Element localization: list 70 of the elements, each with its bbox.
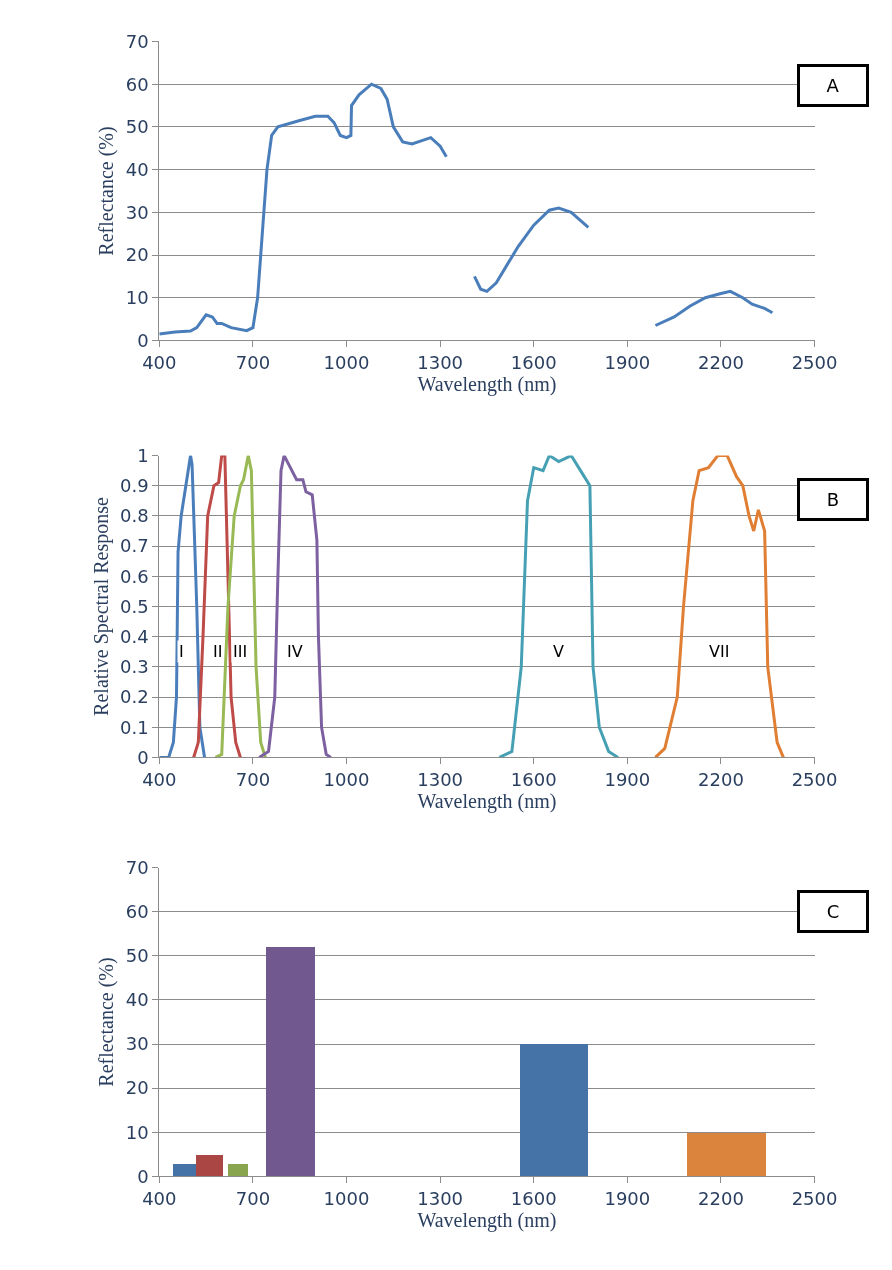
x-tick-label: 2500 — [791, 1188, 838, 1210]
y-tick-label: 0.1 — [120, 716, 149, 738]
x-tick-label: 700 — [235, 769, 271, 791]
line-series — [257, 455, 333, 758]
x-tick-label: 700 — [235, 352, 271, 374]
text: C — [826, 901, 840, 922]
x-axis-title: Wavelength (nm) — [417, 790, 557, 814]
x-tick-label: 2500 — [791, 352, 838, 374]
x-tick-label: 400 — [142, 769, 177, 791]
x-tick-label: 1900 — [604, 1188, 651, 1210]
y-tick-label: 0.2 — [120, 686, 149, 708]
y-tick-label: 0.7 — [120, 535, 149, 557]
x-tick-label: 1300 — [417, 1188, 464, 1210]
x-axis-title: Wavelength (nm) — [417, 1209, 557, 1233]
x-tick-label: 2500 — [791, 769, 838, 791]
x-tick-label: 1900 — [604, 769, 651, 791]
y-axis-title: Reflectance (%) — [95, 126, 119, 256]
y-tick-label: 70 — [125, 856, 149, 878]
series-label: I — [179, 642, 184, 661]
line-series — [653, 455, 785, 758]
x-tick-label: 1900 — [604, 352, 651, 374]
x-tick-label: 1600 — [510, 1188, 557, 1210]
y-tick-label: 10 — [125, 1121, 149, 1143]
y-tick-label: 70 — [125, 30, 149, 52]
y-tick-label: 0.5 — [120, 595, 149, 617]
series-label: VII — [709, 642, 730, 661]
y-tick-label: 30 — [125, 1033, 149, 1055]
y-tick-label: 0 — [137, 746, 149, 768]
x-tick-label: 1000 — [323, 352, 370, 374]
text: B — [826, 489, 840, 510]
x-tick-label: 1000 — [323, 1188, 370, 1210]
x-tick-label: 1300 — [417, 769, 464, 791]
y-tick-label: 50 — [125, 116, 149, 138]
x-tick-label: 400 — [142, 352, 177, 374]
x-tick-label: 2200 — [698, 1188, 744, 1210]
y-tick-label: 60 — [125, 901, 149, 923]
y-tick-label: 0.4 — [120, 625, 149, 647]
series-label: II — [213, 642, 223, 661]
y-tick-label: 20 — [125, 244, 149, 266]
y-tick-label: 1 — [137, 444, 149, 466]
x-tick-label: 1600 — [510, 769, 557, 791]
y-tick-label: 0.9 — [120, 475, 149, 497]
x-tick-label: 400 — [142, 1188, 177, 1210]
x-tick-label: 1000 — [323, 769, 370, 791]
x-tick-label: 1600 — [510, 352, 557, 374]
y-tick-label: 0 — [137, 329, 149, 351]
y-tick-label: 0.3 — [120, 656, 149, 678]
x-tick-label: 2200 — [698, 769, 744, 791]
y-tick-label: 0.8 — [120, 505, 149, 527]
y-tick-label: 30 — [125, 201, 149, 223]
y-axis-title: Relative Spectral Response — [89, 496, 113, 716]
text: A — [826, 75, 840, 96]
x-tick-label: 2200 — [698, 352, 744, 374]
line-series — [213, 455, 267, 758]
series-label: III — [233, 642, 248, 661]
series-label: IV — [287, 642, 303, 661]
y-tick-label: 0 — [137, 1165, 149, 1187]
x-axis-title: Wavelength (nm) — [417, 373, 557, 397]
y-tick-label: 40 — [125, 989, 149, 1011]
y-tick-label: 50 — [125, 945, 149, 967]
series-label: V — [553, 642, 564, 661]
y-tick-label: 60 — [125, 73, 149, 95]
y-tick-label: 0.6 — [120, 565, 149, 587]
y-tick-label: 20 — [125, 1077, 149, 1099]
line-series — [497, 455, 620, 758]
y-tick-label: 40 — [125, 158, 149, 180]
x-tick-label: 700 — [235, 1188, 271, 1210]
y-tick-label: 10 — [125, 287, 149, 309]
y-axis-title: Reflectance (%) — [95, 957, 119, 1087]
x-tick-label: 1300 — [417, 352, 464, 374]
